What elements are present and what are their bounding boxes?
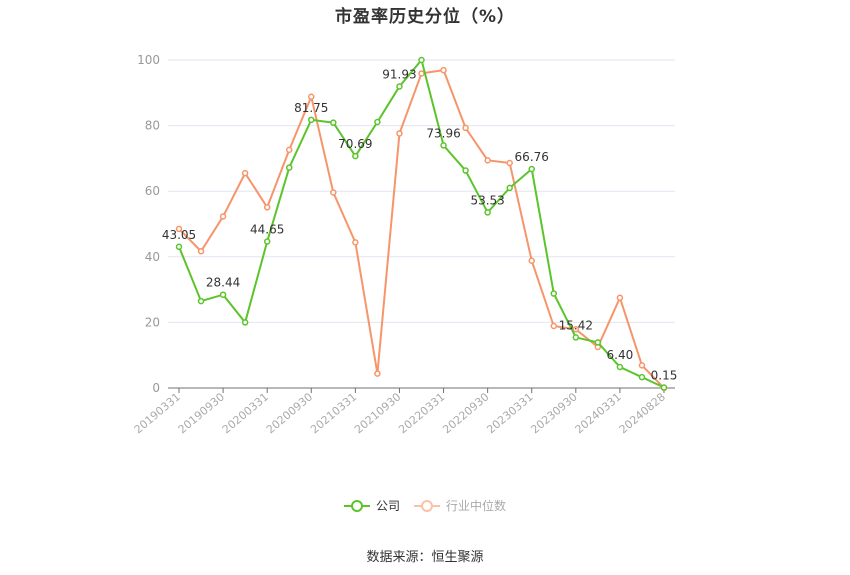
company-data-point[interactable] xyxy=(440,142,447,149)
x-tick-label: 20220331 xyxy=(396,390,447,436)
industry-data-point[interactable] xyxy=(197,247,205,255)
company-data-point[interactable] xyxy=(308,116,315,124)
company-data-point[interactable] xyxy=(418,56,425,64)
industry-data-point[interactable] xyxy=(285,146,293,154)
legend-item-industry-median[interactable]: 行业中位数 xyxy=(414,497,506,514)
x-tick-label: 20210930 xyxy=(352,390,403,436)
industry-data-point[interactable] xyxy=(550,322,558,330)
company-data-point[interactable] xyxy=(660,384,668,391)
data-label: 91.93 xyxy=(382,67,416,81)
industry-data-point[interactable] xyxy=(263,204,271,211)
data-label: 81.75 xyxy=(294,101,328,115)
x-tick-label: 20200930 xyxy=(264,390,315,436)
industry-data-point[interactable] xyxy=(352,239,359,246)
company-data-point[interactable] xyxy=(285,164,293,171)
x-tick-label: 20200331 xyxy=(220,390,271,436)
y-tick-label: 20 xyxy=(145,315,160,329)
company-data-point[interactable] xyxy=(241,319,249,326)
company-data-point[interactable] xyxy=(594,339,602,346)
y-tick-label: 100 xyxy=(137,53,160,67)
industry-data-point[interactable] xyxy=(241,169,249,177)
x-tick-label: 20210331 xyxy=(308,390,359,436)
industry-data-point[interactable] xyxy=(484,157,491,164)
x-tick-label: 20230930 xyxy=(528,390,579,436)
data-label: 28.44 xyxy=(206,276,240,290)
industry-line-marker-icon xyxy=(414,499,440,512)
company-data-point[interactable] xyxy=(484,209,491,216)
company-data-point[interactable] xyxy=(572,334,580,341)
company-line-marker-icon xyxy=(343,499,370,512)
legend-item-company[interactable]: 公司 xyxy=(343,497,400,514)
data-label: 73.96 xyxy=(426,126,460,140)
industry-data-point[interactable] xyxy=(572,326,580,333)
y-tick-label: 80 xyxy=(145,119,160,133)
industry-data-point[interactable] xyxy=(440,66,447,74)
data-label: 0.15 xyxy=(651,369,678,383)
data-label: 15.42 xyxy=(559,318,593,332)
data-label: 44.65 xyxy=(250,223,284,237)
industry-data-point[interactable] xyxy=(374,370,381,377)
y-tick-label: 60 xyxy=(145,184,160,198)
industry-data-point[interactable] xyxy=(638,362,646,369)
data-source: 数据来源：恒生聚源 xyxy=(366,550,484,565)
company-data-point[interactable] xyxy=(263,238,271,245)
y-tick-label: 0 xyxy=(152,381,160,395)
data-label: 53.53 xyxy=(470,193,504,207)
company-data-point[interactable] xyxy=(175,243,183,251)
industry-data-point[interactable] xyxy=(308,93,315,100)
y-tick-label: 40 xyxy=(145,250,160,264)
legend-label-company: 公司 xyxy=(375,499,400,513)
industry-data-point[interactable] xyxy=(528,257,535,264)
industry-data-point[interactable] xyxy=(330,189,337,196)
data-label: 70.69 xyxy=(338,137,372,151)
company-data-point[interactable] xyxy=(396,83,403,90)
line-chart: 0 20 40 60 80 100 2019033120190930202003312020… xyxy=(132,53,678,436)
industry-data-point[interactable] xyxy=(175,225,183,233)
company-data-point[interactable] xyxy=(219,291,227,298)
industry-data-point[interactable] xyxy=(418,70,425,77)
x-tick-label: 20220930 xyxy=(440,390,491,436)
x-tick-label: 20230331 xyxy=(484,390,535,436)
industry-data-point[interactable] xyxy=(396,130,403,137)
legend: 公司 行业中位数 xyxy=(0,497,850,514)
x-tick-label: 20190331 xyxy=(132,390,183,436)
x-tick-label: 20240331 xyxy=(573,390,624,436)
industry-data-point[interactable] xyxy=(616,294,624,302)
industry-data-point[interactable] xyxy=(462,124,469,132)
company-data-point[interactable] xyxy=(352,152,359,160)
data-label: 43.05 xyxy=(162,228,196,242)
company-data-point[interactable] xyxy=(616,363,624,371)
x-tick-label: 20240828 xyxy=(617,390,668,436)
company-data-point[interactable] xyxy=(197,297,205,305)
legend-label-industry-median: 行业中位数 xyxy=(446,499,507,513)
company-data-point[interactable] xyxy=(462,167,469,174)
company-data-point[interactable] xyxy=(330,119,337,126)
data-label: 66.76 xyxy=(515,150,549,164)
company-data-point[interactable] xyxy=(374,118,381,126)
chart-title: 市盈率历史分位（%） xyxy=(334,7,516,27)
data-label: 6.40 xyxy=(607,348,634,362)
industry-data-point[interactable] xyxy=(506,159,513,167)
company-data-point[interactable] xyxy=(638,373,646,381)
x-tick-label: 20190930 xyxy=(176,390,227,436)
company-data-point[interactable] xyxy=(506,184,513,192)
company-data-point[interactable] xyxy=(528,165,535,173)
industry-data-point[interactable] xyxy=(219,213,227,220)
company-data-point[interactable] xyxy=(550,290,558,297)
